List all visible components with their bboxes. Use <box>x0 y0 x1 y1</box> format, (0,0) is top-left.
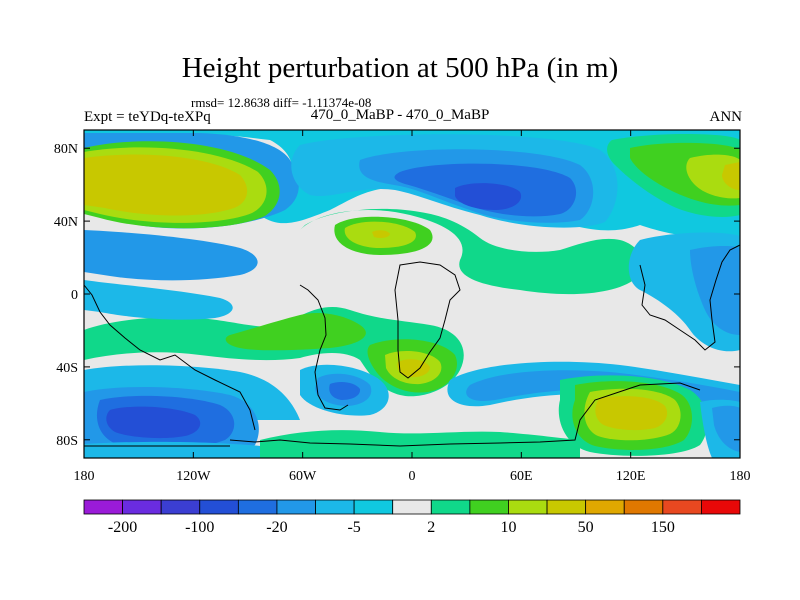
colorbar-swatch <box>83 499 123 515</box>
colorbar-swatch <box>199 499 239 515</box>
contour-region <box>372 230 390 238</box>
colorbar-swatch <box>237 499 278 515</box>
contour-region <box>84 154 248 216</box>
colorbar-label: 10 <box>500 519 516 536</box>
colorbar: -200 -100 -20 -5 2 10 50 150 <box>83 499 741 536</box>
colorbar-label: -200 <box>108 519 137 536</box>
x-tick-label: 180 <box>74 469 95 484</box>
colorbar-swatch <box>701 499 741 515</box>
rmsd-diff-label: rmsd= 12.8638 diff= -1.11374e-08 <box>191 95 372 110</box>
contour-region <box>84 307 464 397</box>
colorbar-swatch <box>276 499 316 515</box>
colorbar-label: 2 <box>427 519 435 536</box>
contour-region <box>106 406 201 439</box>
colorbar-label: -100 <box>185 519 214 536</box>
season-label: ANN <box>709 109 743 125</box>
coastline-asia <box>639 244 741 351</box>
colorbar-swatch <box>315 499 355 515</box>
colorbar-swatch <box>160 499 201 515</box>
y-tick-label: 0 <box>71 288 78 303</box>
case-label: 470_0_MaBP - 470_0_MaBP <box>310 107 490 123</box>
coastline-na <box>83 284 256 431</box>
contour-region <box>260 430 580 458</box>
contour-field <box>84 130 740 458</box>
x-tick-label: 60E <box>510 469 533 484</box>
y-tick-label: 40N <box>54 215 78 230</box>
x-tick-label: 120E <box>616 469 646 484</box>
colorbar-label: 150 <box>651 519 675 536</box>
x-tick-label: 60W <box>289 469 317 484</box>
x-tick-label: 0 <box>409 469 416 484</box>
contour-region <box>300 208 644 295</box>
map-title: Height perturbation at 500 hPa (in m) <box>181 52 619 84</box>
contour-region <box>722 162 740 190</box>
contour-region <box>84 280 233 320</box>
map-axes: 180 120W 60W 0 60E 120E 180 80N 40N 0 40S 80S <box>54 130 751 484</box>
colorbar-swatch <box>122 499 162 515</box>
coastlines <box>83 244 741 447</box>
contour-region <box>397 359 430 378</box>
contour-region <box>225 313 366 351</box>
contour-region <box>455 183 522 210</box>
y-tick-label: 80N <box>54 142 78 157</box>
colorbar-swatch <box>430 499 471 515</box>
colorbar-label: -5 <box>347 519 360 536</box>
y-tick-label: 40S <box>56 361 78 376</box>
colorbar-swatch <box>353 499 394 515</box>
colorbar-swatch <box>662 499 702 515</box>
colorbar-swatch <box>392 499 432 515</box>
colorbar-swatch <box>546 499 587 515</box>
colorbar-swatch <box>469 499 509 515</box>
colorbar-swatch <box>623 499 664 515</box>
coastline-africa <box>394 261 461 379</box>
coastline-antarctica <box>84 382 701 447</box>
contour-region <box>595 396 668 431</box>
contour-region <box>84 230 258 281</box>
x-tick-label: 120W <box>176 469 211 484</box>
colorbar-label: 50 <box>578 519 594 536</box>
contour-region <box>712 405 740 452</box>
contour-region <box>690 245 740 335</box>
x-tick-label: 180 <box>730 469 751 484</box>
colorbar-swatch <box>585 499 625 515</box>
colorbar-label: -20 <box>266 519 287 536</box>
contour-region <box>329 381 361 400</box>
contour-region <box>84 441 260 458</box>
colorbar-swatch <box>508 499 548 515</box>
coastline-south-america <box>299 284 349 411</box>
y-tick-label: 80S <box>56 434 78 449</box>
experiment-label: Expt = teYDq-teXPq <box>84 109 211 125</box>
